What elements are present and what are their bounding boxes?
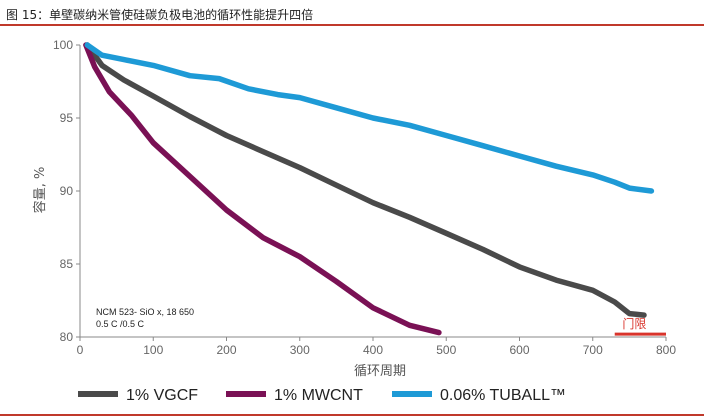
series-line-3 <box>84 42 655 194</box>
x-axis-label: 循环周期 <box>354 364 406 379</box>
threshold-marker: 门限 <box>614 316 666 336</box>
y-tick-label: 80 <box>60 330 74 344</box>
x-tick-label: 100 <box>143 343 163 357</box>
annotation-line-2: 0.5 C /0.5 C <box>96 319 145 329</box>
top-rule <box>0 24 704 26</box>
x-tick-label: 500 <box>436 343 456 357</box>
series-line-2 <box>83 42 442 336</box>
y-tick-label: 90 <box>60 184 74 198</box>
legend-label-1: 1% VGCF <box>126 387 198 404</box>
threshold-label: 门限 <box>622 316 646 331</box>
x-tick-label: 0 <box>77 343 84 357</box>
x-tick-label: 200 <box>216 343 236 357</box>
y-tick-label: 95 <box>60 111 74 125</box>
legend: 1% VGCF 1% MWCNT 0.06% TUBALL™ <box>78 387 566 404</box>
x-tick-label: 400 <box>363 343 383 357</box>
x-tick-label: 300 <box>290 343 310 357</box>
figure-title: 图 15：单壁碳纳米管使硅碳负极电池的循环性能提升四倍 <box>6 8 314 22</box>
series-lines <box>83 42 655 336</box>
annotation-line-1: NCM 523- SiO x, 18 650 <box>96 307 194 317</box>
y-tick-label: 85 <box>60 257 74 271</box>
test-condition-annotation: NCM 523- SiO x, 18 650 0.5 C /0.5 C <box>96 307 194 329</box>
axes: 0 100 200 300 400 500 600 700 800 80 85 90 95 100 <box>53 38 676 357</box>
y-tick-label: 100 <box>53 38 73 52</box>
legend-label-3: 0.06% TUBALL™ <box>440 387 566 404</box>
y-axis-label: 容量, % <box>32 167 48 214</box>
series-line-1 <box>84 42 647 318</box>
legend-label-2: 1% MWCNT <box>274 387 363 404</box>
x-tick-label: 800 <box>656 343 676 357</box>
x-tick-label: 600 <box>509 343 529 357</box>
bottom-rule <box>0 414 704 416</box>
x-tick-label: 700 <box>583 343 603 357</box>
